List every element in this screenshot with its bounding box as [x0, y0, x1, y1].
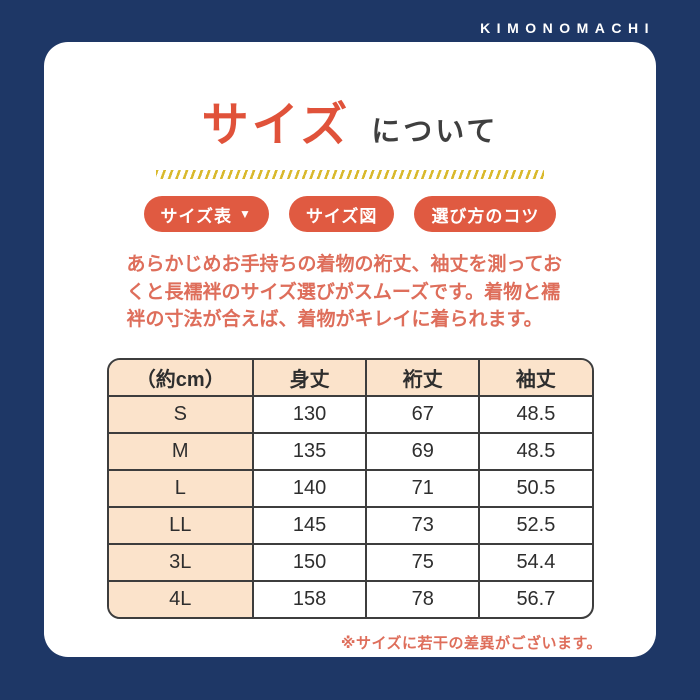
size-table-col-yukitake: 裄丈	[365, 359, 481, 397]
size-table: （約cm） 身丈 裄丈 袖丈 S 130 67 48.5 M 135 69 48	[106, 357, 594, 619]
table-row-m: M 135 69 48.5	[108, 431, 592, 471]
size-table-col-sodetake: 袖丈	[478, 359, 592, 397]
size-table-col-mitake: 身丈	[251, 359, 368, 397]
content-card: サイズ について サイズ表 ▼ サイズ図 選び方のコツ あらかじめお手持ちの着物…	[44, 42, 656, 657]
sodetake-value: 56.7	[478, 579, 592, 617]
tab-size-diagram-label: サイズ図	[305, 206, 378, 226]
sodetake-value: 50.5	[478, 468, 592, 508]
table-row-s: S 130 67 48.5	[108, 394, 592, 434]
table-row-4l: 4L 158 78 56.7	[108, 579, 592, 617]
size-label: M	[108, 431, 254, 471]
page-title: サイズ について	[44, 42, 656, 155]
sodetake-value: 48.5	[478, 431, 592, 471]
size-label: LL	[108, 505, 254, 545]
size-label: L	[108, 468, 254, 508]
size-table-header-row: （約cm） 身丈 裄丈 袖丈	[108, 359, 592, 397]
tab-size-chart-button[interactable]: サイズ表 ▼	[143, 196, 269, 232]
mitake-value: 135	[251, 431, 368, 471]
size-variance-footnote: ※サイズに若干の差異がございます。	[340, 634, 602, 652]
page-title-suffix: について	[371, 116, 499, 148]
sodetake-value: 52.5	[478, 505, 592, 545]
mitake-value: 150	[251, 542, 368, 582]
caret-down-icon: ▼	[239, 207, 252, 221]
tab-size-chart-label: サイズ表	[160, 206, 233, 226]
size-table-unit-header: （約cm）	[108, 359, 254, 397]
size-label: 4L	[108, 579, 254, 617]
mitake-value: 158	[251, 579, 368, 617]
tab-buttons-row: サイズ表 ▼ サイズ図 選び方のコツ	[44, 196, 656, 232]
mitake-value: 140	[251, 468, 368, 508]
size-label: S	[108, 394, 254, 434]
sodetake-value: 54.4	[478, 542, 592, 582]
decorative-stripe-divider	[156, 170, 544, 179]
yukitake-value: 71	[365, 468, 481, 508]
yukitake-value: 75	[365, 542, 481, 582]
tab-size-diagram-button[interactable]: サイズ図	[288, 196, 395, 232]
yukitake-value: 73	[365, 505, 481, 545]
yukitake-value: 67	[365, 394, 481, 434]
tab-choosing-tips-button[interactable]: 選び方のコツ	[414, 196, 557, 232]
mitake-value: 145	[251, 505, 368, 545]
yukitake-value: 69	[365, 431, 481, 471]
tab-choosing-tips-label: 選び方のコツ	[431, 206, 540, 226]
yukitake-value: 78	[365, 579, 481, 617]
sodetake-value: 48.5	[478, 394, 592, 434]
table-row-ll: LL 145 73 52.5	[108, 505, 592, 545]
brand-logo: KIMONOMACHI	[480, 20, 655, 36]
table-row-3l: 3L 150 75 54.4	[108, 542, 592, 582]
table-row-l: L 140 71 50.5	[108, 468, 592, 508]
size-label: 3L	[108, 542, 254, 582]
page-title-main: サイズ	[201, 98, 351, 151]
size-guide-description: あらかじめお手持ちの着物の裄丈、袖丈を測っておくと長襦袢のサイズ選びがスムーズで…	[126, 254, 562, 330]
mitake-value: 130	[251, 394, 368, 434]
